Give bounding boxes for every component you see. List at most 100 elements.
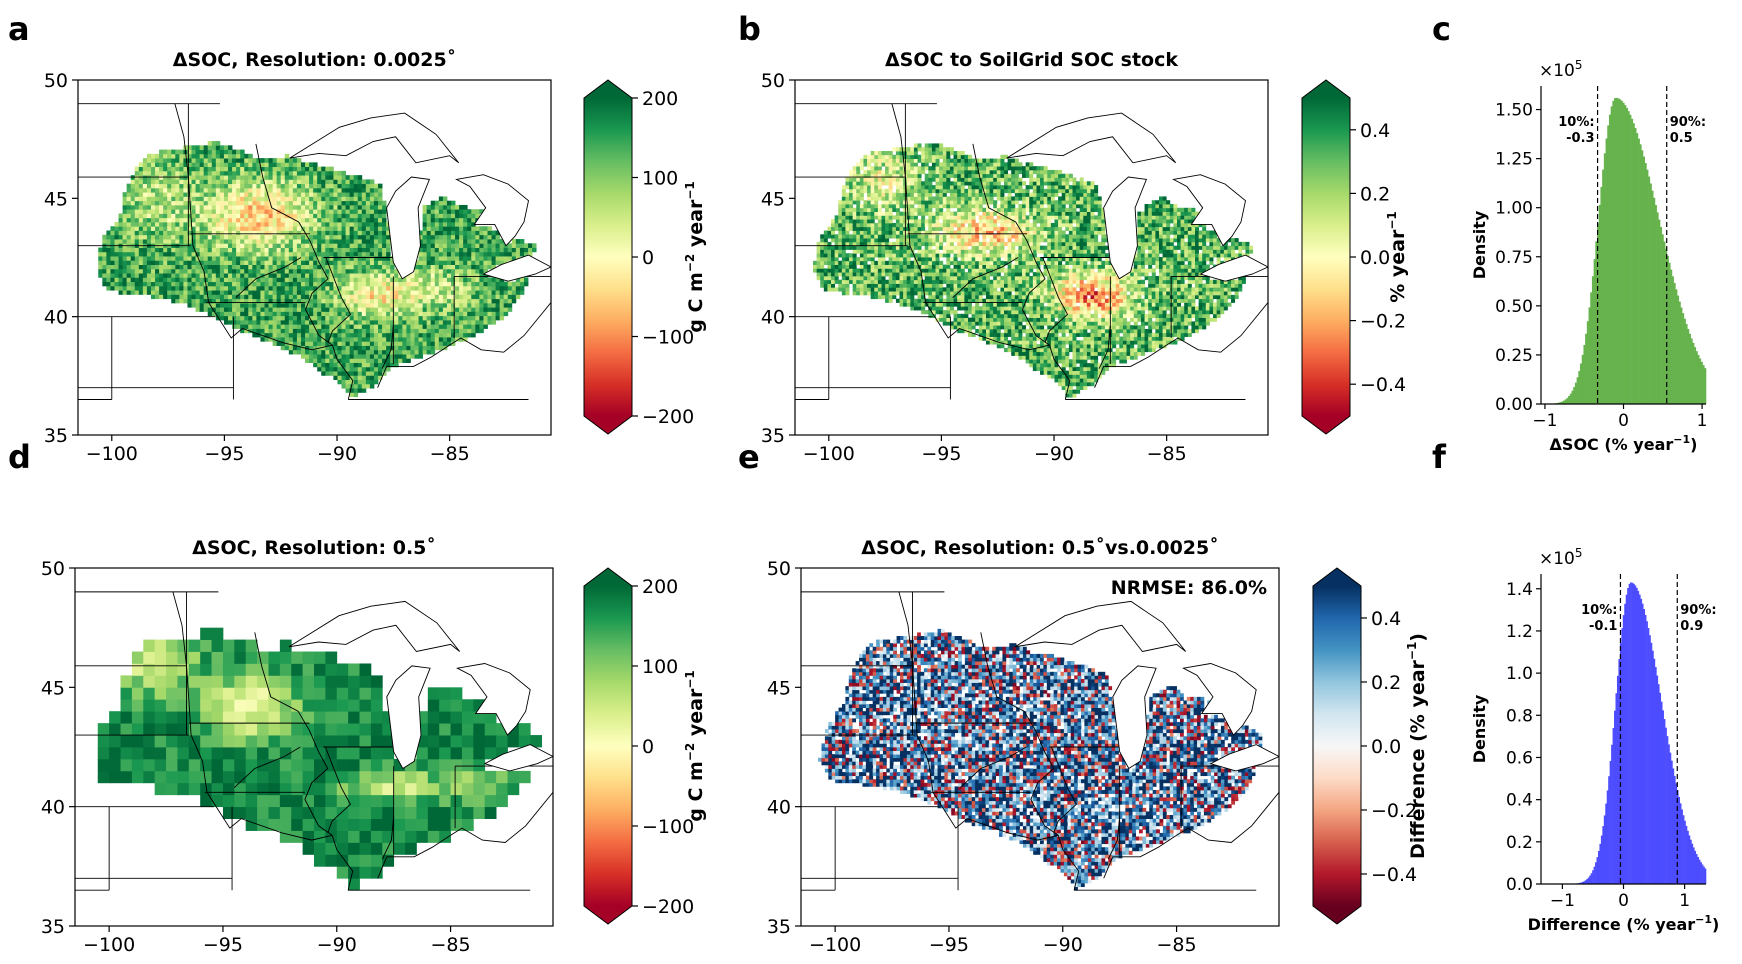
heatmap-cell: [418, 277, 424, 283]
heatmap-cell: [935, 207, 940, 212]
heatmap-cell: [913, 166, 918, 171]
heatmap-cell: [268, 179, 273, 185]
heatmap-cell: [849, 234, 854, 239]
heatmap-cell: [252, 217, 257, 223]
heatmap-cell: [357, 196, 363, 202]
heatmap-cell: [373, 285, 379, 291]
heatmap-cell: [146, 251, 152, 257]
heatmap-cell: [215, 277, 221, 283]
heatmap-cell: [357, 247, 363, 253]
heatmap-cell: [870, 151, 875, 156]
heatmap-cell: [122, 285, 128, 291]
heatmap-cell: [463, 337, 468, 342]
heatmap-cell: [300, 213, 306, 219]
heatmap-cell: [870, 264, 875, 269]
heatmap-cell: [215, 264, 221, 270]
heatmap-cell: [438, 281, 444, 287]
heatmap-cell: [881, 253, 886, 258]
heatmap-cell: [349, 337, 355, 342]
heatmap-cell: [838, 207, 843, 212]
heatmap-cell: [373, 290, 379, 295]
heatmap-cell: [163, 166, 168, 172]
heatmap-cell: [134, 285, 140, 291]
heatmap-cell: [264, 222, 269, 227]
heatmap-cell: [296, 290, 302, 295]
heatmap-cell: [268, 251, 273, 257]
heatmap-cell: [845, 192, 850, 197]
heatmap-cell: [495, 307, 501, 312]
heatmap-cell: [369, 247, 375, 253]
heatmap-cell: [203, 149, 209, 155]
heatmap-cell: [341, 268, 346, 274]
heatmap-cell: [357, 371, 363, 376]
heatmap-cell: [892, 200, 897, 205]
heatmap-cell: [939, 192, 944, 197]
heatmap-cell: [179, 251, 184, 257]
heatmap-cell: [337, 298, 342, 304]
heatmap-cell: [195, 200, 201, 206]
heatmap-cell: [244, 239, 249, 244]
heatmap-cell: [859, 185, 864, 190]
heatmap-cell: [244, 179, 249, 185]
heatmap-cell: [917, 287, 922, 292]
heatmap-cell: [365, 247, 371, 253]
heatmap-cell: [98, 247, 103, 253]
heatmap-cell: [881, 272, 886, 277]
heatmap-cell: [523, 281, 529, 287]
heatmap-cell: [390, 328, 395, 334]
heatmap-cell: [219, 204, 225, 210]
heatmap-cell: [841, 219, 846, 224]
heatmap-cell: [931, 279, 936, 284]
heatmap-cell: [491, 247, 496, 253]
heatmap-cell: [353, 183, 359, 189]
heatmap-cell: [134, 251, 140, 257]
heatmap-cell: [272, 281, 278, 287]
heatmap-cell: [913, 177, 918, 182]
heatmap-cell: [264, 239, 269, 244]
heatmap-cell: [329, 243, 334, 248]
heatmap-cell: [475, 251, 480, 257]
heatmap-cell: [382, 319, 387, 325]
heatmap-cell: [459, 226, 464, 231]
heatmap-cell: [917, 241, 922, 247]
heatmap-cell: [260, 315, 265, 321]
heatmap-cell: [426, 222, 432, 227]
river-border: [377, 302, 551, 388]
heatmap-cell: [150, 162, 156, 168]
heatmap-cell: [463, 234, 468, 240]
panel-letter-c: c: [1432, 10, 1451, 48]
heatmap-cell: [450, 294, 456, 300]
heatmap-cell: [155, 222, 160, 227]
heatmap-cell: [276, 311, 282, 317]
heatmap-cell: [856, 260, 861, 265]
heatmap-cell: [935, 162, 940, 167]
heatmap-cell: [463, 251, 468, 257]
heatmap-cell: [892, 169, 897, 175]
heatmap-cell: [895, 257, 900, 262]
heatmap-cell: [459, 319, 464, 325]
heatmap-cell: [309, 281, 314, 287]
heatmap-cell: [463, 298, 468, 304]
heatmap-cell: [130, 234, 136, 240]
heatmap-cell: [924, 204, 929, 209]
heatmap-cell: [223, 204, 229, 210]
heatmap-cell: [337, 273, 342, 278]
heatmap-cell: [126, 273, 132, 278]
heatmap-cell: [134, 204, 140, 210]
heatmap-cell: [365, 192, 371, 197]
heatmap-cell: [223, 319, 229, 325]
heatmap-cell: [841, 211, 846, 216]
heatmap-cell: [292, 256, 298, 261]
heatmap-cell: [142, 200, 148, 206]
heatmap-cell: [442, 302, 448, 308]
heatmap-cell: [106, 277, 111, 283]
heatmap-cell: [885, 268, 890, 273]
heatmap-cell: [256, 239, 261, 244]
heatmap-cell: [264, 281, 269, 287]
heatmap-cell: [459, 222, 464, 227]
heatmap-cell: [475, 328, 480, 334]
heatmap-cell: [820, 283, 825, 288]
heatmap-cell: [418, 268, 424, 274]
heatmap-cell: [333, 209, 338, 214]
heatmap-cell: [442, 213, 448, 219]
